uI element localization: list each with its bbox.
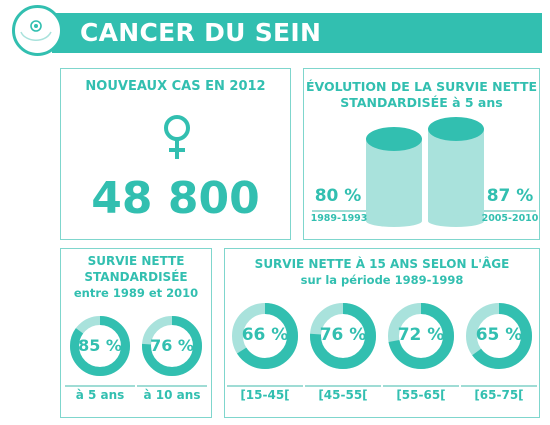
evolution-right-line [484,210,536,212]
donut-label-1: [45-55[ [318,388,368,402]
donut-label-1: à 10 ans [143,388,201,402]
donut-value-0: 85 % [78,335,122,355]
evolution-right-period: 2005-2010 [481,213,539,224]
evolution-cylinders [366,117,484,227]
survival-age-title-line1: SURVIE NETTE À 15 ANS SELON L'ÂGE [254,257,510,271]
donut-label-line-2 [383,385,459,387]
evolution-left-line [312,210,366,212]
page-title: CANCER DU SEIN [80,18,322,47]
donut-label-line-0 [65,385,135,387]
donut-label-0: à 5 ans [75,388,125,402]
donut-value-0: 66 % [241,324,289,345]
donut-label-line-1 [305,385,381,387]
donut-fill-1 [142,316,202,376]
cylinder-2005-2010 [428,117,484,227]
donut-0: 66 % [231,302,299,370]
evolution-title-line2: STANDARDISÉE à 5 ans [340,95,503,110]
evolution-right-value: 87 % [486,186,534,206]
survival-age-title-line2: sur la période 1989-1998 [300,273,464,287]
donut-value-3: 65 % [475,324,523,345]
new-cases-title: NOUVEAUX CAS EN 2012 [85,79,266,94]
new-cases-value: 48 800 [91,173,260,224]
cylinder-1989-1993 [366,127,422,227]
donut-0: 85 % [69,315,131,377]
evolution-title-line1: ÉVOLUTION DE LA SURVIE NETTE [305,79,538,94]
survival-time-panel: SURVIE NETTE STANDARDISÉE entre 1989 et … [60,248,212,418]
survival-time-title-line3: entre 1989 et 2010 [73,286,199,300]
header-banner: CANCER DU SEIN [12,5,542,60]
donut-label-3: [65-75[ [474,388,524,402]
evolution-left-period: 1989-1993 [310,213,368,224]
survival-age-panel: SURVIE NETTE À 15 ANS SELON L'ÂGE sur la… [224,248,540,418]
donut-value-1: 76 % [319,324,367,345]
donut-label-line-1 [137,385,207,387]
donut-value-1: 76 % [150,335,194,355]
donut-label-line-3 [461,385,537,387]
evolution-left-value: 80 % [314,186,362,206]
new-cases-panel: NOUVEAUX CAS EN 2012 48 800 [60,68,291,240]
donut-fill-1 [310,303,376,369]
donut-fill-0 [70,316,130,376]
donut-label-0: [15-45[ [240,388,290,402]
donut-fill-0 [232,303,298,369]
donut-2: 72 % [387,302,455,370]
header-bar [52,13,542,53]
donut-label-line-0 [227,385,303,387]
donut-1: 76 % [309,302,377,370]
donut-1: 76 % [141,315,203,377]
donut-fill-2 [388,303,454,369]
donut-value-2: 72 % [397,324,445,345]
donut-3: 65 % [465,302,533,370]
evolution-panel: ÉVOLUTION DE LA SURVIE NETTE STANDARDISÉ… [303,68,540,240]
female-symbol-icon [164,115,190,159]
donut-label-2: [55-65[ [396,388,446,402]
donut-fill-3 [466,303,532,369]
survival-time-title-line1: SURVIE NETTE [87,254,185,268]
breast-icon [12,5,63,56]
survival-time-title-line2: STANDARDISÉE [84,270,188,284]
